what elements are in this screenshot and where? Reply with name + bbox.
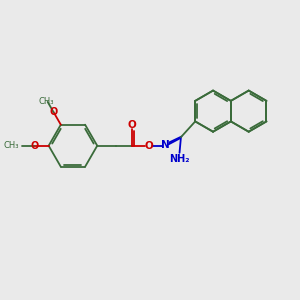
Text: O: O [30, 141, 38, 151]
Text: O: O [50, 107, 58, 117]
Text: CH₃: CH₃ [38, 98, 54, 106]
Text: O: O [127, 120, 136, 130]
Text: N: N [161, 140, 170, 150]
Text: O: O [145, 141, 153, 151]
Text: NH₂: NH₂ [169, 154, 190, 164]
Text: CH₃: CH₃ [3, 141, 19, 150]
